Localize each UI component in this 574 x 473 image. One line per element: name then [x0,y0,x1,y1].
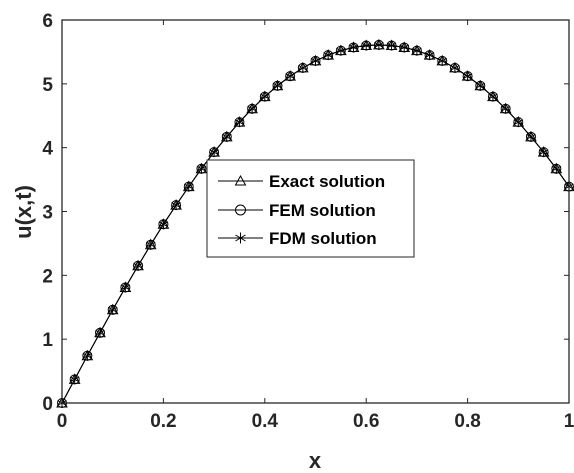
asterisk-marker [298,62,308,73]
y-tick-label: 0 [42,394,53,415]
legend-label-exact: Exact solution [269,172,385,191]
asterisk-marker [133,260,143,271]
y-axis-title: u(x,t) [11,185,36,239]
asterisk-marker [386,40,397,51]
legend-circle-marker [235,204,246,216]
x-tick-label: 0.6 [353,411,379,432]
asterisk-marker [399,42,409,53]
asterisk-marker [336,45,346,56]
asterisk-marker [272,80,283,91]
y-tick-label: 3 [42,203,53,224]
asterisk-marker [222,131,232,142]
x-axis-title: x [309,448,322,473]
asterisk-marker [209,147,219,158]
asterisk-marker [374,39,384,50]
legend-asterisk-marker [235,232,246,244]
legend-box [206,159,415,258]
x-tick-label: 1 [564,411,574,432]
asterisk-marker [526,131,536,142]
asterisk-marker [196,163,207,174]
asterisk-marker [488,91,498,102]
legend-entry-fdm: FDM solution [218,229,377,248]
asterisk-marker [310,55,321,66]
asterisk-marker [82,350,93,361]
y-tick-label: 5 [42,75,53,96]
asterisk-marker [120,282,131,293]
axis-ticks: 0 0.2 0.4 0.6 0.8 1 0 1 2 3 4 5 6 [42,11,574,432]
asterisk-marker [513,117,524,128]
y-tick-label: 1 [42,330,53,351]
asterisk-marker [171,200,181,211]
legend-triangle-marker [234,174,247,186]
asterisk-marker [69,374,80,385]
x-tick-label: 0.2 [150,411,176,432]
series-layer [56,38,574,408]
asterisk-marker [107,304,118,315]
legend-label-fem: FEM solution [269,201,376,220]
x-tick-label: 0.4 [252,411,279,432]
asterisk-marker [260,91,270,102]
asterisk-marker [184,181,194,192]
legend-entry-exact: Exact solution [218,172,385,191]
y-tick-label: 2 [42,266,53,287]
legend-entry-fem: FEM solution [218,201,376,220]
asterisk-marker [437,55,447,66]
asterisk-marker [234,117,245,128]
asterisk-marker [551,163,562,174]
asterisk-marker [247,103,257,114]
x-tick-label: 0.8 [454,411,480,432]
asterisk-marker [450,62,460,73]
asterisk-marker [145,239,156,250]
asterisk-marker [361,40,371,51]
asterisk-marker [323,50,333,61]
asterisk-marker [475,80,486,91]
series-asterisk [57,39,574,408]
y-tick-label: 6 [42,11,53,32]
asterisk-marker [285,71,295,82]
legend-label-fdm: FDM solution [269,229,377,248]
y-tick-label: 4 [42,139,53,160]
asterisk-marker [95,327,105,338]
asterisk-marker [424,50,435,61]
asterisk-marker [158,219,169,230]
legend: Exact solution FEM solution FDM solution [206,159,415,258]
asterisk-marker [500,103,511,114]
x-tick-label: 0 [57,411,68,432]
asterisk-marker [348,42,359,53]
asterisk-marker [538,147,549,158]
asterisk-marker [462,71,473,82]
asterisk-marker [412,45,422,56]
